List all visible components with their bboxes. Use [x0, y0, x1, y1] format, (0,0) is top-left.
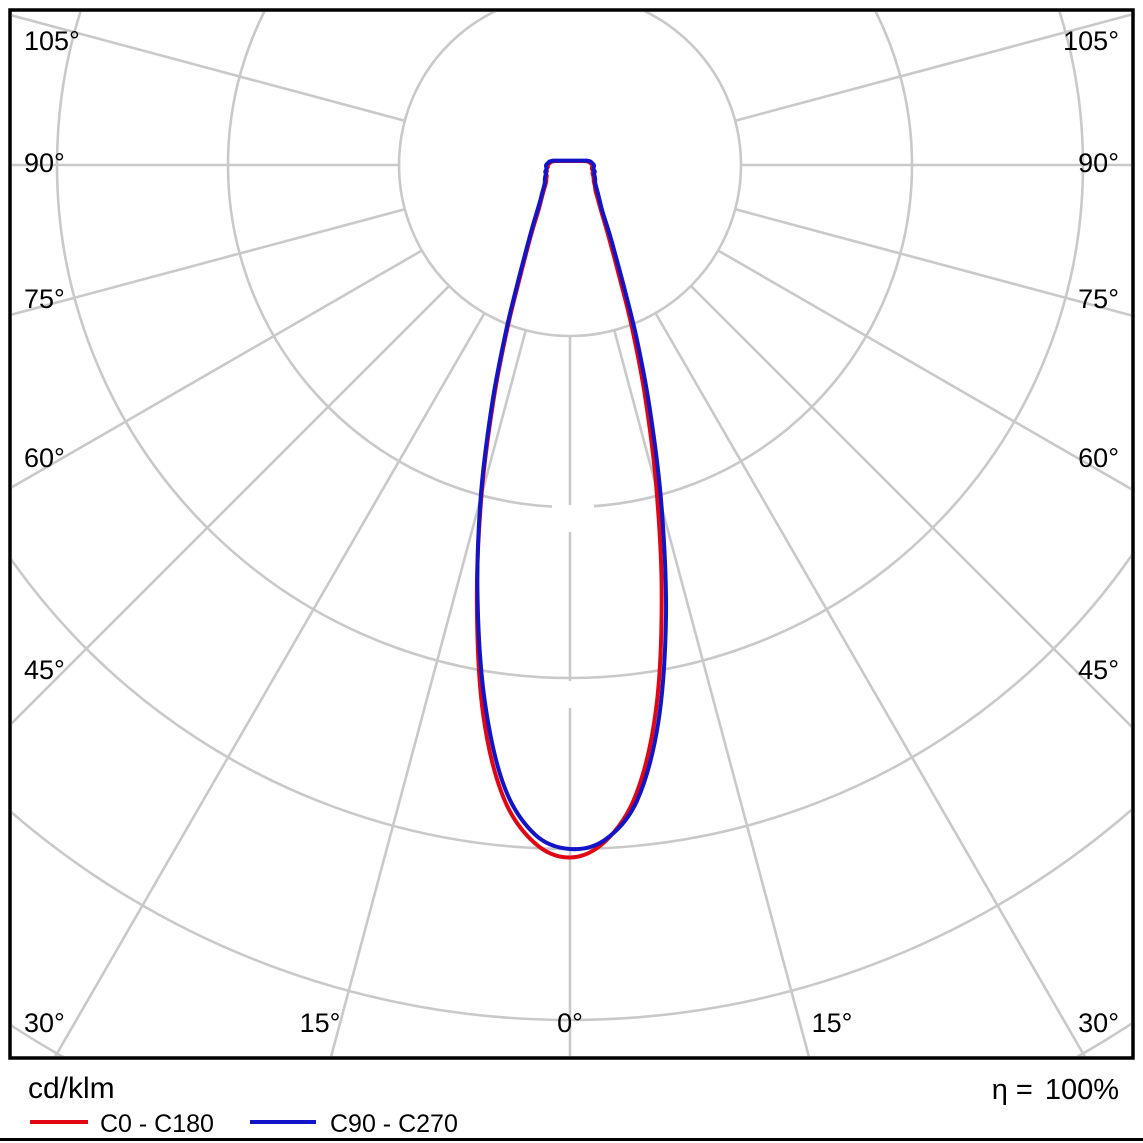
grid-ray: [654, 312, 1086, 1056]
grid-ray: [12, 249, 423, 489]
efficiency-label: η =: [991, 1074, 1033, 1106]
angle-tick-label: 15°: [812, 1008, 853, 1038]
angle-tick-label: 75°: [24, 284, 65, 314]
grid-ray: [329, 329, 527, 1056]
grid-ray: [734, 13, 1131, 122]
grid-ray: [12, 284, 451, 725]
efficiency-readout: η = 100%: [992, 1074, 1119, 1107]
angle-tick-label: 60°: [24, 443, 65, 473]
unit-label: cd/klm: [28, 1072, 115, 1105]
legend-label-c0-c180: C0 - C180: [100, 1110, 214, 1138]
grid-ring: [12, 553, 1131, 851]
intensity-curve-c90-c270: [475, 158, 669, 852]
angle-tick-label: 75°: [1078, 284, 1119, 314]
legend-swatch-c90-c270: [250, 1120, 316, 1124]
grid-ray: [12, 14, 406, 122]
legend-swatch-c0-c180: [30, 1120, 88, 1124]
angle-tick-label: 105°: [24, 26, 80, 56]
efficiency-value: 100%: [1044, 1074, 1119, 1106]
axis-gap: [552, 505, 594, 532]
angle-tick-label: 90°: [24, 148, 65, 178]
plot-border: [8, 8, 1135, 1060]
axis-gap: [552, 681, 594, 708]
bottom-rule: [0, 1138, 1143, 1141]
grid-ray: [734, 208, 1131, 317]
legend-label-c90-c270: C90 - C270: [330, 1110, 458, 1138]
angle-tick-label: 45°: [24, 655, 65, 685]
grid-ray: [689, 284, 1131, 728]
grid-ray: [717, 249, 1131, 491]
angle-tick-label: 60°: [1078, 443, 1119, 473]
angle-tick-label: 15°: [300, 1008, 341, 1038]
angle-tick-label: 30°: [24, 1008, 65, 1038]
grid-ring: [397, 12, 743, 338]
angle-tick-label: 105°: [1063, 26, 1119, 56]
grid-ray: [12, 208, 406, 316]
grid-ray: [613, 329, 811, 1056]
grid-ray: [54, 312, 486, 1056]
angle-tick-label: 0°: [557, 1008, 583, 1038]
angle-tick-label: 30°: [1078, 1008, 1119, 1038]
angle-tick-label: 90°: [1078, 148, 1119, 178]
angle-tick-label: 45°: [1078, 655, 1119, 685]
